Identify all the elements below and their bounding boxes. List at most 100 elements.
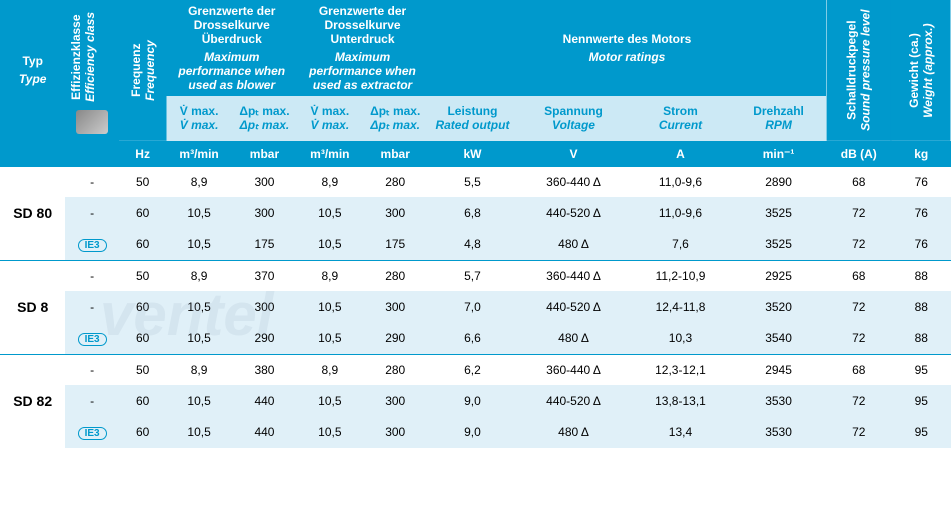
- cell-p1: 300: [232, 291, 297, 323]
- eff-cell: -: [65, 197, 118, 229]
- cell-v1: 10,5: [166, 323, 231, 355]
- pmax2-de: Δpₜ max.: [365, 104, 426, 118]
- schall-de: Schalldruckpegel: [845, 21, 859, 120]
- cell-kw: 6,2: [428, 354, 517, 385]
- freq-en: Frequency: [143, 40, 157, 101]
- cell-db: 68: [826, 167, 891, 197]
- cell-p2: 300: [363, 385, 428, 417]
- schall-en: Sound pressure level: [859, 10, 873, 131]
- cell-v1: 8,9: [166, 260, 231, 291]
- cell-amp: 11,2-10,9: [630, 260, 731, 291]
- unit-vmax1: m³/min: [166, 141, 231, 167]
- drehzahl-en: RPM: [733, 118, 824, 132]
- freq-de: Frequenz: [129, 44, 143, 97]
- cell-p1: 175: [232, 229, 297, 261]
- cell-v2: 10,5: [297, 197, 362, 229]
- col-pmax1: Δpₜ max. Δpₜ max.: [232, 96, 297, 141]
- col-strom: Strom Current: [630, 96, 731, 141]
- cell-p1: 370: [232, 260, 297, 291]
- motor-de: Nennwerte des Motors: [430, 32, 824, 46]
- table-row: -508,93808,92806,2360-440 Δ12,3-12,12945…: [0, 354, 951, 385]
- col-freq: Frequenz Frequency: [119, 0, 167, 141]
- cell-v2: 10,5: [297, 229, 362, 261]
- cell-p2: 290: [363, 323, 428, 355]
- cell-volt: 480 Δ: [517, 417, 630, 448]
- cell-hz: 50: [119, 260, 167, 291]
- cell-amp: 13,8-13,1: [630, 385, 731, 417]
- unit-kw: kW: [428, 141, 517, 167]
- col-leistung: Leistung Rated output: [428, 96, 517, 141]
- eff-cell: -: [65, 385, 118, 417]
- cell-kg: 95: [891, 385, 951, 417]
- cell-volt: 360-440 Δ: [517, 167, 630, 197]
- col-vmax1: V̇ max. V̇ max.: [166, 96, 231, 141]
- table-body: -508,93008,92805,5360-440 Δ11,0-9,628906…: [0, 167, 951, 448]
- spannung-en: Voltage: [519, 118, 628, 132]
- type-cell-empty: [0, 323, 65, 355]
- cell-p2: 300: [363, 417, 428, 448]
- cell-rpm: 3520: [731, 291, 826, 323]
- col-uberdruck: Grenzwerte der Drosselkurve Überdruck Ma…: [166, 0, 297, 96]
- cell-p2: 280: [363, 354, 428, 385]
- unit-blank1: [0, 141, 65, 167]
- unit-hz: Hz: [119, 141, 167, 167]
- table-row: IE36010,529010,52906,6480 Δ10,335407288: [0, 323, 951, 355]
- cell-hz: 60: [119, 323, 167, 355]
- cell-hz: 60: [119, 291, 167, 323]
- unit-db: dB (A): [826, 141, 891, 167]
- pmax1-en: Δpₜ max.: [234, 118, 295, 132]
- cell-kw: 9,0: [428, 417, 517, 448]
- table-row: SD 8-6010,530010,53007,0440-520 Δ12,4-11…: [0, 291, 951, 323]
- cell-v1: 10,5: [166, 385, 231, 417]
- table-row: SD 82-6010,544010,53009,0440-520 Δ13,8-1…: [0, 385, 951, 417]
- gewicht-en: Weight (approx.): [921, 23, 935, 117]
- col-eff: Effizienzklasse Efficiency class: [65, 0, 118, 141]
- cell-v2: 10,5: [297, 291, 362, 323]
- eff-de: Effizienzklasse: [69, 14, 83, 99]
- table-row: IE36010,544010,53009,0480 Δ13,435307295: [0, 417, 951, 448]
- motor-icon: [76, 110, 108, 134]
- eff-cell: -: [65, 354, 118, 385]
- col-gewicht: Gewicht (ca.) Weight (approx.): [891, 0, 951, 141]
- table-row: -508,93708,92805,7360-440 Δ11,2-10,92925…: [0, 260, 951, 291]
- table-row: SD 80-6010,530010,53006,8440-520 Δ11,0-9…: [0, 197, 951, 229]
- typ-en: Type: [2, 72, 63, 86]
- cell-db: 68: [826, 260, 891, 291]
- cell-v1: 10,5: [166, 417, 231, 448]
- spec-table: Typ Type Effizienzklasse Efficiency clas…: [0, 0, 951, 448]
- cell-volt: 440-520 Δ: [517, 291, 630, 323]
- cell-db: 68: [826, 354, 891, 385]
- cell-volt: 480 Δ: [517, 229, 630, 261]
- cell-kg: 88: [891, 323, 951, 355]
- eff-en: Efficiency class: [83, 12, 97, 102]
- cell-kw: 5,5: [428, 167, 517, 197]
- cell-rpm: 3525: [731, 197, 826, 229]
- cell-kg: 88: [891, 291, 951, 323]
- cell-rpm: 3530: [731, 385, 826, 417]
- cell-v1: 10,5: [166, 197, 231, 229]
- cell-amp: 7,6: [630, 229, 731, 261]
- cell-db: 72: [826, 323, 891, 355]
- cell-hz: 60: [119, 417, 167, 448]
- cell-hz: 60: [119, 197, 167, 229]
- cell-kg: 76: [891, 229, 951, 261]
- cell-p1: 440: [232, 417, 297, 448]
- unit-amp: A: [630, 141, 731, 167]
- cell-rpm: 2945: [731, 354, 826, 385]
- cell-kw: 5,7: [428, 260, 517, 291]
- leistung-de: Leistung: [430, 104, 515, 118]
- cell-p2: 280: [363, 167, 428, 197]
- col-motor: Nennwerte des Motors Motor ratings: [428, 0, 826, 96]
- col-typ: Typ Type: [0, 0, 65, 141]
- type-cell-empty: [0, 260, 65, 291]
- cell-amp: 12,4-11,8: [630, 291, 731, 323]
- unit-pmax1: mbar: [232, 141, 297, 167]
- uber-en: Maximum performance when used as blower: [168, 50, 295, 92]
- cell-rpm: 3525: [731, 229, 826, 261]
- typ-de: Typ: [2, 54, 63, 68]
- table-row: -508,93008,92805,5360-440 Δ11,0-9,628906…: [0, 167, 951, 197]
- cell-kw: 6,6: [428, 323, 517, 355]
- type-cell: SD 80: [0, 197, 65, 229]
- ie3-badge: IE3: [78, 333, 107, 346]
- eff-cell: -: [65, 260, 118, 291]
